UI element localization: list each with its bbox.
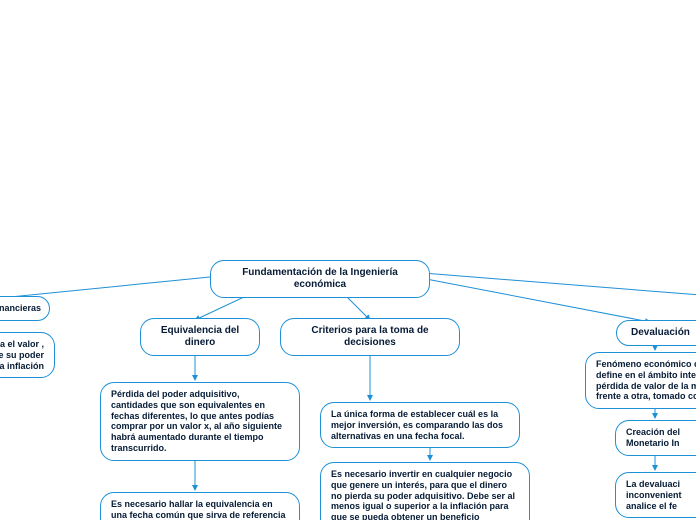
branch-devaluacion-sub2: La devaluaci inconvenient analice el fe [615,472,696,518]
branch-equivalencia-desc: Pérdida del poder adquisitivo, cantidade… [100,382,300,461]
branch-equivalencia-title: Equivalencia del dinero [140,318,260,356]
branch-devaluacion-title: Devaluación [616,320,696,346]
branch-criterios-desc: La única forma de establecer cuál es la … [320,402,520,448]
root-node: Fundamentación de la Ingeniería económic… [210,260,430,298]
branch-criterios-sub: Es necesario invertir en cualquier negoc… [320,462,530,520]
branch-equivalencia-sub: Es necesario hallar la equivalencia en u… [100,492,300,520]
branch-devaluacion-desc: Fenómeno económico cuya define en el ámb… [585,352,696,409]
branch-criterios-title: Criterios para la toma de decisiones [280,318,460,356]
branch-financieras-desc: a que estudia el valor , partiendo de la… [0,332,55,378]
branch-financieras-title: financieras [0,296,50,321]
branch-devaluacion-sub1: Creación del Monetario In [615,420,696,456]
